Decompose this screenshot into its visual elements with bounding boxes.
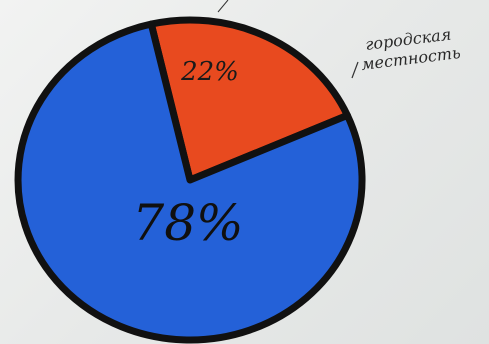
slice-label-large: 78% xyxy=(132,194,243,252)
slice-label-small: 22% xyxy=(180,57,239,87)
top-leader-line xyxy=(217,0,229,13)
pie-slices xyxy=(14,16,366,344)
annotation-leader-line xyxy=(351,61,359,79)
pie-slice-small xyxy=(147,16,351,184)
pie-slice-large xyxy=(14,20,366,344)
